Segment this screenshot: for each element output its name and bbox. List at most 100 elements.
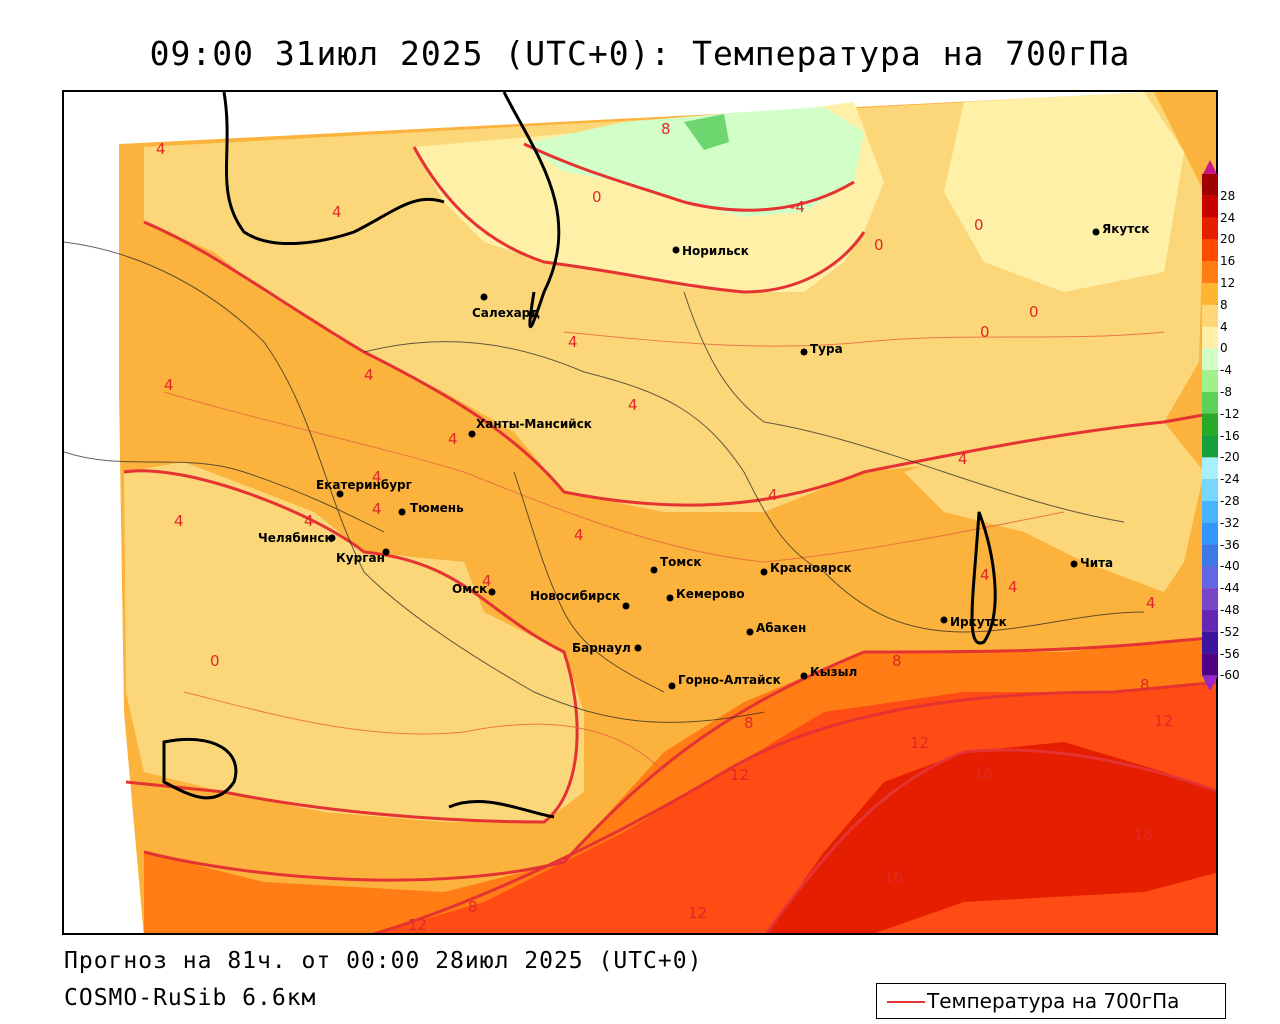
city-abakan: Абакен <box>756 621 806 635</box>
city-tura: Тура <box>810 342 843 356</box>
contour-label: -4 <box>790 198 805 216</box>
contour-label: 8 <box>1140 676 1150 694</box>
contour-label: 12 <box>1154 712 1173 730</box>
scale-cell <box>1202 631 1218 654</box>
contour-label: 12 <box>688 904 707 922</box>
contour-label: 4 <box>768 486 778 504</box>
contour-label: 4 <box>1008 578 1018 596</box>
scale-tick-label: -48 <box>1220 603 1240 617</box>
city-krasnoyarsk: Красноярск <box>770 561 852 575</box>
city-irkutsk: Иркутск <box>950 615 1007 629</box>
contour-label: 8 <box>468 898 478 916</box>
scale-tick-label: 0 <box>1220 341 1228 356</box>
scale-tick-label: -4 <box>1220 363 1232 378</box>
scale-cell <box>1202 544 1218 567</box>
scale-cell <box>1202 261 1218 283</box>
contour-label: 0 <box>210 652 220 670</box>
contour-label: 12 <box>910 734 929 752</box>
scale-tick-label: -60 <box>1220 668 1240 683</box>
scale-tick-label: -12 <box>1220 406 1240 421</box>
scale-cell <box>1202 588 1218 610</box>
city-kyzyl: Кызыл <box>810 665 857 679</box>
contour-label: 0 <box>592 188 602 206</box>
forecast-info: Прогноз на 81ч. от 00:00 28июл 2025 (UTC… <box>64 948 703 974</box>
field-0-4-north <box>144 92 1204 512</box>
contour-label: 8 <box>892 652 902 670</box>
scale-cell <box>1202 370 1218 392</box>
legend-line-swatch <box>887 1001 925 1003</box>
city-kemerovo: Кемерово <box>676 587 745 601</box>
scale-cell <box>1202 413 1218 436</box>
contour-label: 4 <box>372 468 382 486</box>
contour-label: 8 <box>744 714 754 732</box>
contour-label: 16 <box>1134 826 1153 844</box>
contour-label: 4 <box>156 140 166 158</box>
model-info: COSMO-RuSib 6.6км <box>64 985 317 1011</box>
scale-cell <box>1202 326 1218 349</box>
scale-cell <box>1202 283 1218 305</box>
contour-label: 0 <box>980 323 990 341</box>
field-0-4-west <box>124 462 584 822</box>
scale-tick-label: -8 <box>1220 385 1232 399</box>
contour-labels: 4 8 -4 0 4 0 0 0 0 4 4 4 4 4 4 4 4 4 4 4… <box>156 120 1173 934</box>
city-chelyabinsk: Челябинск <box>258 531 333 545</box>
contour-label: 4 <box>332 203 342 221</box>
field-16-20 <box>766 742 1216 933</box>
scale-max-arrow <box>1202 160 1218 176</box>
contour-label: 12 <box>730 766 749 784</box>
contour-label: 4 <box>448 430 458 448</box>
city-kurgan: Курган <box>336 551 385 565</box>
city-salekhard: Салехард <box>472 306 540 320</box>
scale-tick-label: -56 <box>1220 646 1240 661</box>
scale-cell <box>1202 435 1218 458</box>
scale-tick-label: 4 <box>1220 319 1228 334</box>
contour-label: 0 <box>874 236 884 254</box>
contour-label: 16 <box>884 868 903 886</box>
city-tomsk: Томск <box>660 555 702 569</box>
scale-tick-label: 12 <box>1220 276 1236 290</box>
legend: Температура на 700гПа <box>876 983 1226 1019</box>
scale-cell <box>1202 501 1218 523</box>
scale-tick-label: -32 <box>1220 515 1240 530</box>
city-yakutsk: Якутск <box>1102 222 1149 236</box>
contour-label: 4 <box>980 566 990 584</box>
scale-cell <box>1202 566 1218 589</box>
contour-label: 4 <box>164 376 174 394</box>
contour-label: 4 <box>304 512 314 530</box>
city-gorno-altaysk: Горно-Алтайск <box>678 673 781 687</box>
contour-label: 4 <box>568 333 578 351</box>
contour-label: 4 <box>574 526 584 544</box>
city-tyumen: Тюмень <box>410 501 464 515</box>
legend-label: Температура на 700гПа <box>927 989 1180 1013</box>
scale-tick-label: -24 <box>1220 472 1240 487</box>
temperature-color-scale <box>1202 160 1218 690</box>
scale-cell <box>1202 479 1218 501</box>
city-chita: Чита <box>1080 556 1113 570</box>
scale-cell <box>1202 610 1218 632</box>
scale-cell <box>1202 239 1218 262</box>
scale-cell <box>1202 304 1218 327</box>
scale-tick-label: -44 <box>1220 581 1240 596</box>
scale-min-arrow <box>1202 675 1218 690</box>
scale-cell <box>1202 174 1218 196</box>
scale-cell <box>1202 522 1218 545</box>
city-barnaul: Барнаул <box>572 641 631 655</box>
contour-label: 4 <box>958 450 968 468</box>
scale-tick-label: 16 <box>1220 254 1236 269</box>
field-0-4-east <box>904 422 1204 592</box>
scale-cell <box>1202 195 1218 218</box>
scale-tick-label: -40 <box>1220 559 1240 574</box>
contour-label: 16 <box>974 764 993 782</box>
contour-label: 4 <box>628 396 638 414</box>
contour-label: 4 <box>364 366 374 384</box>
scale-tick-label: -20 <box>1220 450 1240 465</box>
contour-label: 0 <box>974 216 984 234</box>
city-novosibirsk: Новосибирск <box>530 589 620 603</box>
contour-label: 0 <box>1029 303 1039 321</box>
contour-label: 12 <box>408 916 427 934</box>
contour-label: 8 <box>661 120 671 138</box>
map-title: 09:00 31июл 2025 (UTC+0): Температура на… <box>149 34 1131 73</box>
scale-tick-label: -16 <box>1220 428 1240 443</box>
contour-label: 4 <box>372 500 382 518</box>
scale-tick-label: -36 <box>1220 537 1240 552</box>
